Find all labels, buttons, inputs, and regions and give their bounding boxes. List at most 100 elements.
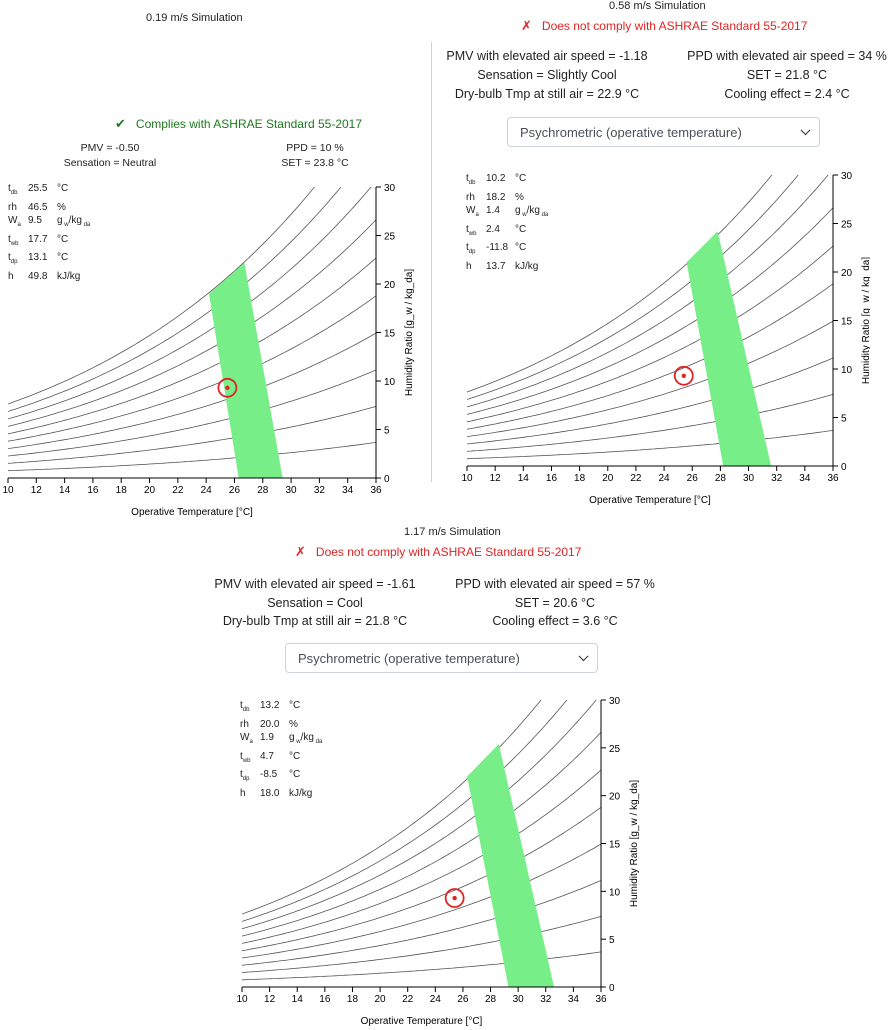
property-symbol-letter: t bbox=[8, 252, 11, 263]
x-mark-icon: ✗ bbox=[295, 544, 306, 559]
property-value: 18.0 bbox=[260, 787, 280, 799]
property-symbol: tdb bbox=[8, 182, 28, 201]
y-axis-label: Humidity Ratio [g_w / kg_da] bbox=[404, 269, 415, 397]
property-symbol-letter: W bbox=[240, 732, 250, 743]
x-tick-label: 24 bbox=[659, 473, 671, 484]
x-tick-label: 28 bbox=[485, 994, 497, 1005]
property-value: 1.4 bbox=[486, 205, 500, 216]
air-properties: tdb 25.5 °C rh 46.5% Wa 9.5 g w/kg da twb 17.7 °C t… bbox=[8, 182, 90, 283]
air-properties: tdb 10.2 °C rh 18.2% Wa 1.4 g w/kg da twb 2.4 °C td… bbox=[466, 172, 548, 273]
y-tick-label: 10 bbox=[609, 887, 621, 898]
rh-curve-80 bbox=[242, 700, 597, 930]
chart-type-select[interactable]: Psychrometric (operative temperature) bbox=[507, 117, 820, 147]
x-tick-label: 18 bbox=[116, 485, 128, 496]
property-row: twb 4.7 °C bbox=[240, 750, 322, 769]
rh-curves bbox=[467, 175, 833, 460]
x-tick-label: 24 bbox=[201, 485, 213, 496]
compliance-text: Complies with ASHRAE Standard 55-2017 bbox=[135, 117, 363, 131]
property-unit-text: kJ/kg bbox=[57, 270, 81, 282]
x-tick-label: 10 bbox=[461, 473, 473, 484]
property-unit-text: °C bbox=[515, 173, 527, 184]
rh-curve-40 bbox=[242, 843, 601, 959]
property-value: -8.5 bbox=[260, 769, 278, 780]
property-symbol-letter: rh bbox=[240, 718, 249, 730]
property-value: 2.4 bbox=[486, 223, 500, 235]
rh-curve-90 bbox=[242, 700, 568, 922]
property-symbol-letter: h bbox=[8, 270, 14, 282]
property-symbol-letter: t bbox=[466, 223, 469, 235]
x-tick-label: 26 bbox=[687, 473, 699, 484]
panel-title: 0.58 m/s Simulation bbox=[609, 0, 706, 12]
property-value: 46.5 bbox=[28, 201, 48, 213]
ppd-result: PPD with elevated air speed = 57 % bbox=[455, 577, 655, 591]
property-symbol: rh bbox=[466, 191, 486, 205]
x-tick-label: 22 bbox=[172, 485, 184, 496]
property-symbol: tdp bbox=[240, 768, 260, 787]
cooling-effect-result: Cooling effect = 3.6 °C bbox=[492, 614, 618, 628]
property-unit-text: % bbox=[289, 718, 298, 730]
property-unit: °C bbox=[515, 223, 526, 242]
rh-curve-40 bbox=[8, 332, 376, 449]
property-row: rh 20.0% bbox=[240, 718, 322, 732]
rh-curve-100 bbox=[8, 187, 315, 405]
chevron-down-icon bbox=[578, 651, 589, 662]
property-value: 13.1 bbox=[28, 252, 48, 263]
property-unit-subscript: w bbox=[294, 739, 301, 745]
property-unit-text: °C bbox=[57, 183, 69, 194]
y-tick-label: 0 bbox=[384, 474, 390, 485]
property-unit: °C bbox=[57, 182, 68, 201]
x-tick-label: 16 bbox=[319, 994, 331, 1005]
x-tick-label: 10 bbox=[236, 994, 248, 1005]
property-symbol: twb bbox=[466, 223, 486, 242]
rh-curve-20 bbox=[8, 406, 376, 464]
property-row: tdp 13.1 °C bbox=[8, 251, 90, 270]
property-row: h 18.0 kJ/kg bbox=[240, 787, 322, 801]
property-row: rh 46.5% bbox=[8, 201, 90, 215]
property-row: tdb 10.2 °C bbox=[466, 172, 548, 191]
rh-curve-50 bbox=[8, 295, 376, 442]
x-tick-label: 30 bbox=[513, 994, 525, 1005]
property-value: 13.2 bbox=[260, 700, 280, 711]
property-unit: °C bbox=[289, 750, 300, 769]
compliance-status: ✔ Complies with ASHRAE Standard 55-2017 bbox=[115, 116, 362, 132]
property-unit-text: /kg bbox=[526, 205, 540, 216]
property-unit: g w/kg da bbox=[289, 731, 322, 750]
rh-curve-50 bbox=[242, 806, 601, 952]
psychrometric-chart: 10 12 14 16 18 20 22 24 26 28 30 32 34 360 5 10 15 20 25 30… bbox=[236, 696, 640, 1027]
panel-divider bbox=[431, 42, 432, 482]
rh-curve-90 bbox=[467, 175, 799, 400]
rh-curve-60 bbox=[467, 245, 833, 423]
y-tick-label: 15 bbox=[841, 317, 853, 328]
chart-type-select[interactable]: Psychrometric (operative temperature) bbox=[285, 643, 598, 673]
x-tick-label: 20 bbox=[144, 485, 156, 496]
x-tick-label: 18 bbox=[574, 473, 586, 484]
rh-curve-20 bbox=[467, 394, 833, 452]
property-unit-text: g bbox=[515, 205, 521, 216]
x-axis-label: Operative Temperature [°C] bbox=[589, 495, 711, 506]
rh-curve-70 bbox=[8, 219, 376, 427]
x-tick-label: 12 bbox=[31, 485, 43, 496]
property-symbol: tdp bbox=[8, 251, 28, 270]
property-row: twb 2.4 °C bbox=[466, 223, 548, 242]
x-tick-label: 36 bbox=[827, 473, 839, 484]
rh-curve-10 bbox=[467, 430, 833, 460]
y-tick-label: 15 bbox=[384, 329, 396, 340]
property-unit: g w/kg da bbox=[515, 204, 548, 223]
rh-curves bbox=[242, 700, 601, 981]
y-tick-label: 30 bbox=[609, 696, 621, 707]
rh-curve-30 bbox=[242, 880, 601, 966]
property-value: 20.0 bbox=[260, 718, 280, 730]
psychrometric-chart: 10 12 14 16 18 20 22 24 26 28 30 32 34 360 5 10 15 20 25 30… bbox=[2, 183, 415, 518]
property-symbol-subscript: wb bbox=[10, 240, 19, 247]
property-symbol: tdb bbox=[466, 172, 486, 191]
x-tick-label: 34 bbox=[799, 473, 811, 484]
property-unit: °C bbox=[289, 768, 300, 787]
x-mark-icon: ✗ bbox=[521, 18, 532, 33]
y-tick-label: 20 bbox=[384, 280, 396, 291]
property-symbol-letter: t bbox=[466, 242, 469, 253]
x-tick-label: 30 bbox=[743, 473, 755, 484]
rh-curve-30 bbox=[8, 369, 376, 457]
x-tick-label: 32 bbox=[771, 473, 783, 484]
property-symbol-letter: t bbox=[8, 183, 11, 194]
y-tick-label: 20 bbox=[841, 268, 853, 279]
